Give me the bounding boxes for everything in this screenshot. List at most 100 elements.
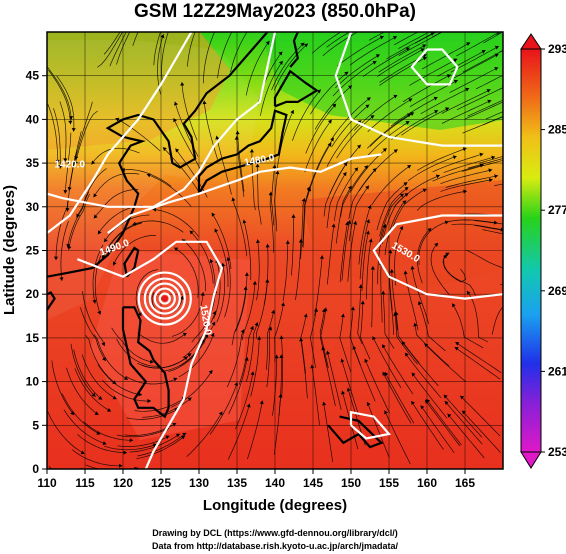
streamline: [47, 66, 72, 120]
streamline: [348, 167, 377, 220]
streamline-arrowhead: [257, 336, 262, 340]
streamline: [376, 182, 408, 231]
x-tick-label: 115: [75, 476, 95, 490]
streamline: [393, 32, 419, 46]
streamline: [456, 87, 503, 111]
streamline-arrowhead: [372, 168, 377, 173]
streamline-arrowhead: [350, 306, 355, 311]
streamline: [116, 338, 162, 367]
streamline-arrowhead: [513, 93, 517, 97]
streamline-arrowhead: [234, 136, 239, 140]
streamline-arrowhead: [384, 410, 388, 415]
streamline: [366, 238, 372, 300]
streamline-arrowhead: [285, 240, 290, 244]
streamline: [366, 121, 410, 158]
streamline-arrowhead: [379, 35, 384, 40]
streamline: [331, 104, 370, 148]
streamline: [456, 32, 501, 57]
cool-region-west: [47, 32, 230, 150]
x-tick-label: 160: [417, 476, 437, 490]
streamline: [417, 147, 467, 171]
x-tick-label: 140: [265, 476, 285, 490]
streamline: [401, 107, 450, 136]
streamline: [314, 255, 323, 316]
streamline-arrowhead: [137, 312, 142, 317]
streamline: [326, 223, 335, 285]
streamline-arrowhead: [327, 119, 332, 124]
streamline-arrowhead: [162, 147, 167, 152]
streamline-arrowhead: [231, 197, 236, 202]
streamline: [447, 413, 485, 459]
height-contour: [349, 410, 392, 440]
streamline-arrowhead: [126, 20, 130, 24]
streamline-arrowhead: [348, 85, 352, 90]
streamline-arrowhead: [113, 261, 117, 266]
streamline-arrowhead: [366, 219, 370, 224]
streamline: [410, 400, 444, 450]
streamline-arrowhead: [344, 71, 349, 76]
streamline-arrowhead: [281, 302, 285, 307]
streamline: [404, 270, 419, 331]
streamline: [451, 303, 484, 349]
streamline-arrowhead: [540, 8, 544, 12]
streamline-arrowhead: [487, 99, 492, 104]
streamline: [407, 155, 457, 181]
streamline: [47, 103, 59, 164]
streamline: [76, 168, 107, 218]
streamline: [291, 214, 294, 276]
streamline: [300, 337, 308, 399]
streamline: [280, 335, 283, 397]
streamline: [326, 32, 351, 48]
streamline-arrowhead: [388, 249, 393, 254]
streamline: [424, 399, 461, 447]
streamline-arrowhead: [246, 403, 251, 408]
streamline: [263, 243, 269, 305]
streamline-arrowhead: [354, 167, 358, 172]
streamline: [464, 101, 503, 120]
streamline-arrowhead: [370, 115, 375, 119]
streamline-arrowhead: [187, 397, 192, 402]
streamline: [243, 219, 252, 281]
streamline-arrowhead: [187, 353, 192, 357]
streamline-arrowhead: [268, 191, 273, 196]
streamline-arrowhead: [279, 354, 284, 358]
streamline: [125, 375, 178, 385]
streamline: [335, 185, 352, 244]
streamline-arrowhead: [393, 149, 398, 154]
streamline-arrowhead: [211, 212, 216, 217]
streamline-arrowhead: [367, 205, 372, 209]
streamline-arrowhead: [443, 394, 448, 399]
streamline-arrowhead: [493, 220, 498, 225]
typhoon-contour: [137, 271, 192, 326]
streamline-arrowhead: [168, 24, 172, 28]
streamline-arrowhead: [218, 411, 223, 416]
streamline-arrowhead: [172, 422, 177, 427]
streamline-arrowhead: [209, 259, 214, 263]
streamline: [459, 395, 501, 437]
streamline: [444, 400, 483, 445]
streamline: [282, 240, 289, 302]
streamline: [260, 60, 283, 116]
height-contour: [107, 153, 382, 234]
streamline-arrowhead: [445, 107, 450, 112]
wind-streamlines: [47, 8, 544, 469]
streamline-arrowhead: [422, 44, 427, 49]
streamline-arrowhead: [366, 97, 371, 101]
streamline-arrowhead: [447, 413, 452, 418]
streamline-arrowhead: [410, 112, 415, 116]
streamline-arrowhead: [354, 22, 358, 26]
streamline: [274, 302, 285, 363]
streamline-arrowhead: [331, 223, 336, 228]
streamline: [53, 108, 61, 169]
streamline: [56, 75, 75, 132]
streamline: [369, 112, 415, 147]
streamline-arrowhead: [455, 342, 460, 346]
streamline: [136, 435, 186, 460]
streamline: [71, 449, 123, 467]
streamline-arrowhead: [182, 332, 187, 337]
streamline-arrowhead: [422, 188, 427, 193]
streamline: [411, 372, 448, 419]
height-contour: [47, 32, 193, 234]
streamline-arrowhead: [488, 178, 493, 183]
streamline-arrowhead: [430, 32, 435, 36]
